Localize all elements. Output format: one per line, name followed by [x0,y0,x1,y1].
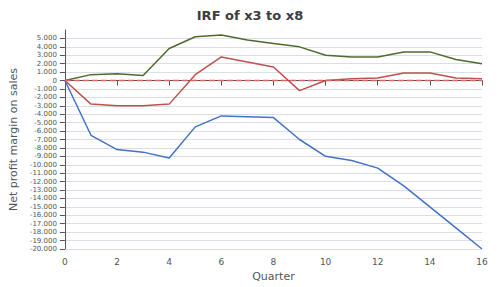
svg-text:-16.000: -16.000 [30,211,57,219]
svg-text:8: 8 [271,257,277,267]
svg-text:6: 6 [218,257,224,267]
svg-text:2: 2 [114,257,120,267]
svg-text:-18.000: -18.000 [30,228,57,236]
svg-text:1.000: 1.000 [37,68,57,76]
svg-text:-11.000: -11.000 [30,169,57,177]
svg-text:-15.000: -15.000 [30,203,57,211]
svg-text:-5.000: -5.000 [34,119,57,127]
svg-text:2.000: 2.000 [37,60,57,68]
svg-text:0: 0 [62,257,68,267]
svg-text:12: 12 [372,257,383,267]
svg-text:-14.000: -14.000 [30,194,57,202]
svg-text:Quarter: Quarter [252,270,295,283]
svg-text:-8.000: -8.000 [34,144,57,152]
svg-text:14: 14 [424,257,436,267]
svg-text:4: 4 [166,257,172,267]
svg-text:-13.000: -13.000 [30,186,57,194]
svg-text:0: 0 [52,77,56,85]
svg-text:-12.000: -12.000 [30,178,57,186]
svg-text:IRF of x3 to x8: IRF of x3 to x8 [197,8,303,23]
svg-text:-17.000: -17.000 [30,220,57,228]
svg-text:-3.000: -3.000 [34,102,57,110]
svg-text:-1.000: -1.000 [34,85,57,93]
svg-text:16: 16 [476,257,488,267]
svg-text:-2.000: -2.000 [34,93,57,101]
svg-text:-10.000: -10.000 [30,161,57,169]
svg-text:3.000: 3.000 [37,51,57,59]
svg-text:10: 10 [320,257,332,267]
svg-text:-9.000: -9.000 [34,152,57,160]
svg-text:-7.000: -7.000 [34,136,57,144]
svg-text:-4.000: -4.000 [34,110,57,118]
svg-text:5.000: 5.000 [37,34,57,42]
svg-text:-6.000: -6.000 [34,127,57,135]
svg-text:-19.000: -19.000 [30,237,57,245]
svg-text:4.000: 4.000 [37,43,57,51]
svg-text:-20.000: -20.000 [30,245,57,253]
svg-text:Net profit margin on sales: Net profit margin on sales [7,68,20,211]
